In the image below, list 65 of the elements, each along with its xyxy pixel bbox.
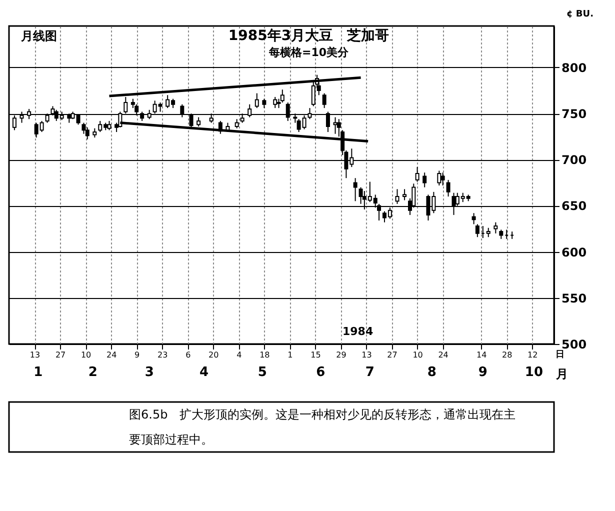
y-tick-label: 700 <box>562 153 587 168</box>
x-tick-label: 24 <box>106 350 117 360</box>
x-tick-label: 4 <box>236 350 242 360</box>
candlestick <box>353 178 358 202</box>
x2-tick-label: 7 <box>365 365 374 380</box>
x-tick-label: 13 <box>30 350 40 360</box>
x2-tick-label: 3 <box>144 365 154 380</box>
candlestick <box>499 229 504 240</box>
candlestick <box>486 227 490 238</box>
x-tick-label: 6 <box>186 350 191 360</box>
x-tick-label: 24 <box>438 350 448 360</box>
y-tick-label: 500 <box>562 338 587 352</box>
x-tick-label: 1 <box>288 350 293 360</box>
x2-tick-label: 5 <box>258 365 267 380</box>
candlestick <box>273 96 278 109</box>
x-tick-label: 27 <box>387 350 398 360</box>
candlestick <box>494 222 498 234</box>
x-tick-label: 9 <box>134 350 140 360</box>
annotation: 1984 <box>342 325 374 338</box>
x-tick-label: 28 <box>502 350 512 360</box>
x-tick-label: 18 <box>260 350 270 360</box>
y-tick-label: 800 <box>562 60 587 75</box>
text: 每横格=10美分 <box>268 46 350 59</box>
candlestick <box>437 170 442 186</box>
candlestick <box>402 188 407 201</box>
y-tick-label: 550 <box>562 291 587 306</box>
x2-tick-label: 10 <box>524 365 543 380</box>
y-tick-label: 750 <box>562 107 587 122</box>
candlestick <box>85 126 90 140</box>
y-axis-title: ¢ BU. <box>566 10 594 20</box>
y-tick-label: 600 <box>562 245 587 260</box>
x-tick-label: 27 <box>55 350 66 360</box>
x-tick-label: 29 <box>336 350 346 360</box>
x2-tick-label: 4 <box>200 365 209 380</box>
x2-tick-label: 6 <box>316 365 326 380</box>
x-tick-label: 13 <box>362 350 372 360</box>
x2-tick-label: 8 <box>427 365 436 380</box>
y-tick-label: 650 <box>562 199 587 214</box>
candlestick <box>475 224 480 238</box>
candlestick <box>107 120 112 131</box>
caption: 图6.5b 扩大形顶的实例。这是一种相对少见的反转形态，通常出现在主要顶部过程中。 <box>129 408 516 446</box>
x2-tick-label: 9 <box>478 365 488 380</box>
x2-tick-label: 2 <box>88 365 98 380</box>
x-axis-title: 日 <box>556 349 564 360</box>
candlestick <box>415 166 420 182</box>
chart-title: 1985年3月大豆 芝加哥 <box>228 28 390 44</box>
x-tick-label: 10 <box>412 350 423 360</box>
x-tick-label: 10 <box>80 350 92 360</box>
x-tick-label: 23 <box>158 350 168 360</box>
candlestick <box>446 179 450 198</box>
candlestick <box>254 92 259 109</box>
candlestick <box>472 212 476 225</box>
candlestick <box>322 92 326 109</box>
x-tick-label: 15 <box>310 350 321 360</box>
x-tick-label: 12 <box>528 350 538 360</box>
x2-tick-label: 1 <box>34 365 43 380</box>
candlestick <box>395 188 400 204</box>
candlestick <box>262 98 266 109</box>
x-tick-label: 14 <box>476 350 487 360</box>
candlestick <box>92 128 97 138</box>
candlestick <box>440 172 445 186</box>
candlestick <box>422 172 427 188</box>
x-tick-label: 20 <box>208 350 219 360</box>
annotation: 月线图 <box>20 29 57 43</box>
x2-axis-title: 月 <box>555 367 568 381</box>
